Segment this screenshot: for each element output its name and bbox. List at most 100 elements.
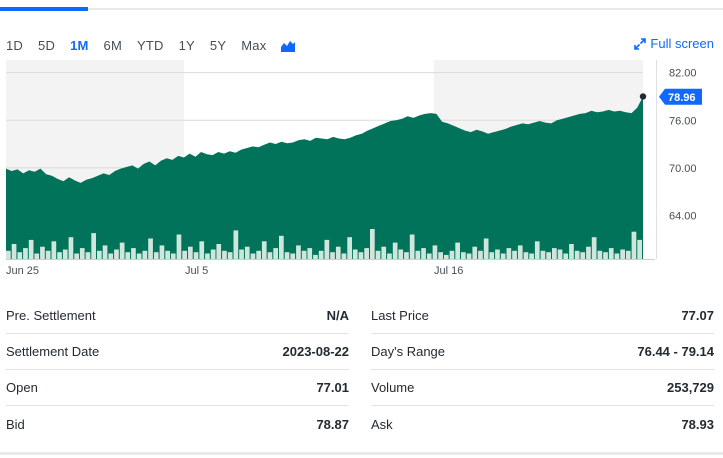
active-tab-indicator (0, 7, 88, 11)
range-5y-button[interactable]: 5Y (209, 37, 227, 53)
stat-pre-settlement: Pre. Settlement N/A (6, 298, 349, 334)
volume-bar (17, 252, 23, 259)
x-tick-label: Jun 25 (6, 265, 39, 277)
volume-bar (318, 250, 324, 259)
volume-bar (574, 250, 580, 259)
volume-bar (352, 249, 358, 259)
price-chart[interactable]: Jun 25 Jul 5 Jul 16 82.00 76.00 70.00 64.00 78.… (0, 55, 723, 280)
volume-bar (461, 252, 466, 259)
stat-label: Pre. Settlement (6, 308, 96, 323)
range-5d-button[interactable]: 5D (38, 37, 56, 53)
volume-bar (517, 245, 523, 259)
stat-value: 77.01 (316, 380, 349, 395)
volume-bar (182, 250, 187, 259)
volume-bar (74, 253, 79, 259)
range-ytd-button[interactable]: YTD (137, 37, 164, 53)
volume-bar (279, 235, 284, 259)
range-max-button[interactable]: Max (241, 37, 267, 53)
range-6m-button[interactable]: 6M (103, 37, 122, 53)
range-1y-button[interactable]: 1Y (178, 37, 195, 53)
volume-bar (426, 253, 432, 259)
stat-value: 77.07 (681, 308, 714, 323)
fullscreen-label: Full screen (650, 36, 714, 51)
volume-bar (119, 242, 125, 259)
volume-bar (506, 248, 512, 259)
volume-bar (432, 245, 438, 259)
range-selector: 1D 5D 1M 6M YTD 1Y 5Y Max (6, 36, 296, 54)
price-area-series (6, 96, 643, 259)
x-tick-label: Jul 5 (185, 265, 208, 277)
volume-bar (142, 250, 148, 259)
stat-ask: Ask 78.93 (371, 406, 714, 442)
bottom-divider (0, 452, 723, 455)
stat-label: Volume (371, 380, 415, 395)
volume-bar (580, 252, 586, 259)
volume-bar (620, 249, 625, 259)
volume-bar (57, 252, 62, 259)
volume-bar (148, 238, 153, 259)
volume-bar (68, 237, 74, 259)
stat-label: Bid (6, 416, 25, 432)
stat-label: Day's Range (371, 344, 446, 359)
volume-bar (324, 239, 330, 259)
volume-bar (125, 252, 131, 259)
volume-bar (227, 252, 233, 259)
volume-bar (415, 250, 421, 259)
volume-bar (500, 253, 506, 259)
volume-bar (131, 248, 136, 259)
volume-bar (210, 249, 216, 259)
volume-bar (193, 252, 199, 259)
stat-label: Last Price (371, 308, 429, 323)
volume-bar (534, 241, 540, 259)
volume-bar (483, 238, 489, 259)
volume-bar (330, 252, 335, 259)
y-tick-label: 76.00 (669, 115, 697, 127)
volume-bar (364, 248, 369, 259)
volume-bar (591, 237, 597, 259)
volume-bar (256, 250, 261, 259)
y-tick-label: 70.00 (669, 163, 697, 175)
volume-bar (273, 248, 278, 259)
range-1m-button[interactable]: 1M (70, 37, 89, 53)
volume-bar (398, 249, 404, 259)
stat-value: 78.93 (681, 416, 714, 432)
volume-bar (222, 250, 227, 259)
volume-bar (438, 252, 443, 259)
volume-bar (335, 246, 341, 259)
volume-bar (529, 253, 534, 259)
last-price-point (639, 93, 647, 100)
mountain-chart-icon[interactable] (281, 39, 296, 52)
y-tick-label: 64.00 (669, 210, 697, 222)
volume-bar (552, 248, 557, 259)
expand-icon (634, 37, 647, 50)
stat-settlement-date: Settlement Date 2023-08-22 (6, 334, 349, 370)
volume-bar (11, 244, 17, 259)
volume-bar (569, 244, 574, 259)
volume-bar (557, 249, 563, 259)
volume-bar (28, 239, 34, 259)
volume-bar (387, 253, 392, 259)
volume-bar (540, 250, 546, 259)
volume-bar (603, 252, 608, 259)
volume-bar (239, 249, 244, 259)
volume-bar (478, 250, 483, 259)
volume-bar (136, 253, 142, 259)
volume-bar (284, 252, 290, 259)
fullscreen-button[interactable]: Full screen (634, 36, 714, 51)
volume-bar (153, 252, 159, 259)
range-1d-button[interactable]: 1D (6, 37, 24, 53)
stat-open: Open 77.01 (6, 370, 349, 406)
volume-bar (205, 253, 210, 259)
current-price-label: 78.96 (668, 92, 696, 104)
volume-bar (159, 245, 165, 259)
volume-bar (523, 252, 529, 259)
stat-label: Ask (371, 416, 393, 432)
volume-bar (91, 233, 96, 259)
volume-bar (267, 252, 273, 259)
volume-bar (495, 249, 500, 259)
stat-value: 76.44 - 79.14 (637, 344, 714, 359)
current-price-flag (659, 88, 702, 105)
volume-bar (512, 250, 517, 259)
volume-bar (625, 250, 631, 259)
volume-bar (472, 246, 478, 259)
